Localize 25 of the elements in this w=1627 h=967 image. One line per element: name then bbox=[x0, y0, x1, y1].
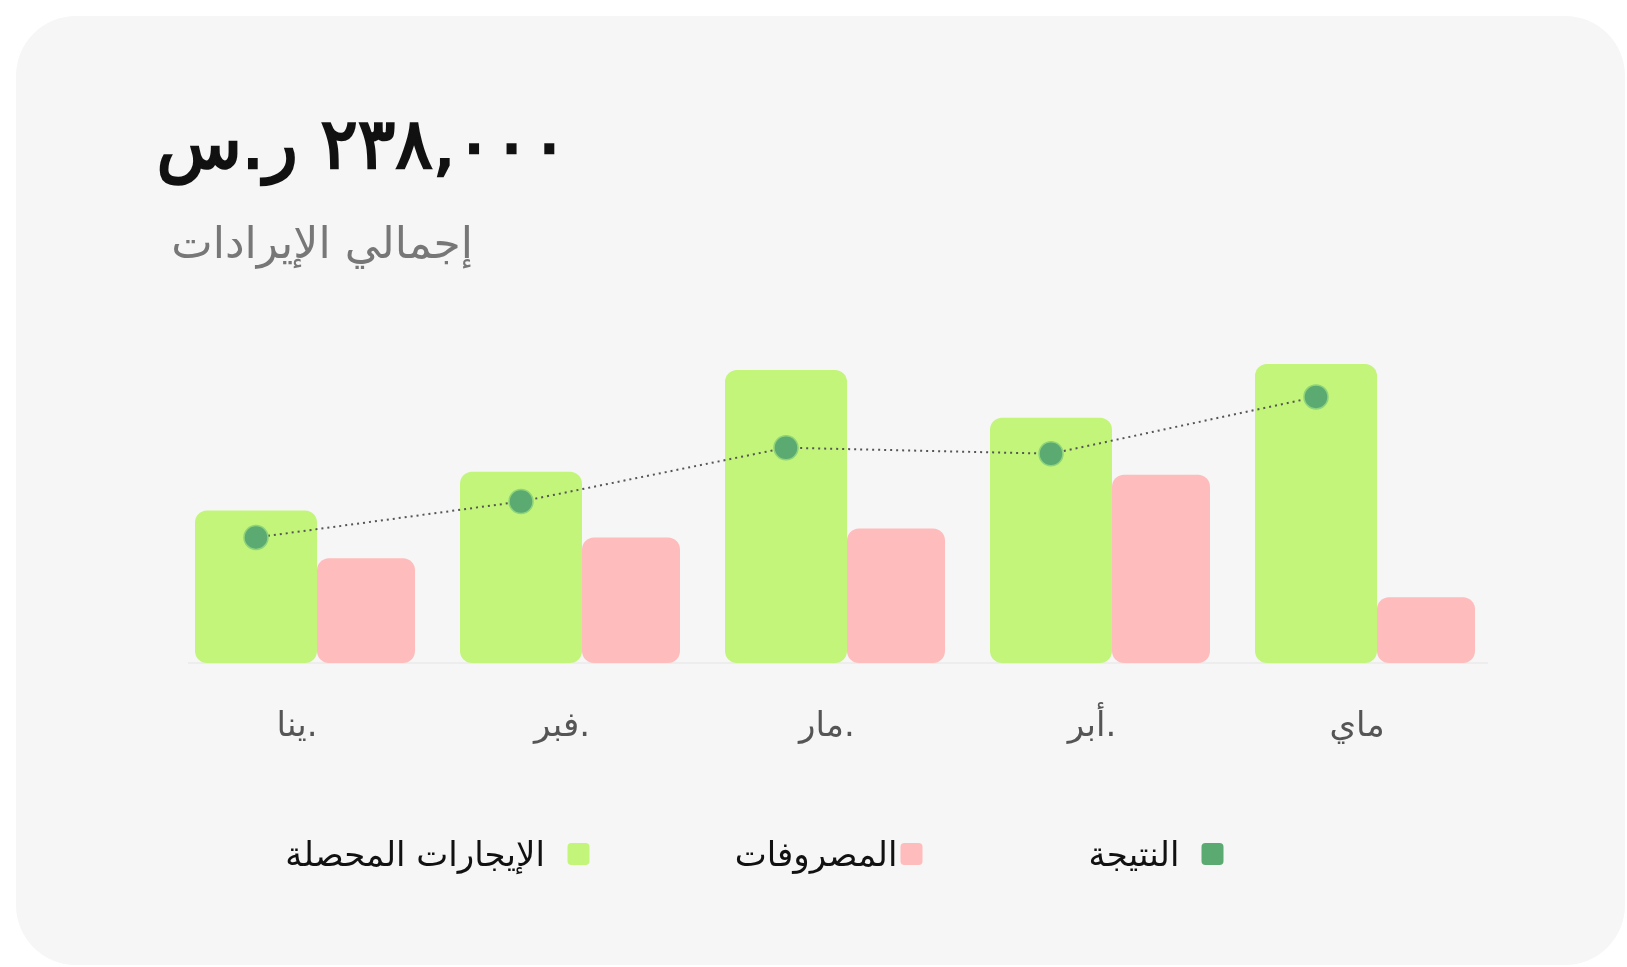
x-tick-label: فبر. bbox=[531, 704, 591, 745]
legend-label: النتيجة bbox=[1088, 834, 1180, 874]
point bbox=[508, 488, 534, 515]
bar bbox=[195, 510, 317, 663]
bar bbox=[1377, 597, 1475, 663]
bar bbox=[725, 369, 847, 663]
bar bbox=[1255, 364, 1377, 663]
point bbox=[243, 524, 269, 551]
bar bbox=[317, 558, 415, 663]
chart-subtitle: إجمالي الإيرادات bbox=[171, 217, 473, 269]
bar bbox=[460, 471, 582, 663]
x-tick-label: ينا. bbox=[276, 704, 318, 744]
bar bbox=[847, 528, 945, 663]
legend-label: الإيجارات المحصلة bbox=[285, 834, 545, 875]
point bbox=[773, 434, 799, 461]
legend-label: المصروفات bbox=[734, 834, 898, 875]
bar bbox=[1112, 474, 1210, 663]
x-tick-label: ماي bbox=[1329, 704, 1385, 744]
point bbox=[1038, 440, 1064, 467]
x-tick-label: أبر. bbox=[1065, 702, 1117, 745]
bar bbox=[582, 537, 680, 663]
x-tick-label: مار. bbox=[797, 704, 855, 744]
bar bbox=[990, 417, 1112, 663]
chart-title: ٢٣٨,٠٠٠ ر.س bbox=[156, 103, 568, 185]
point bbox=[1303, 384, 1329, 410]
